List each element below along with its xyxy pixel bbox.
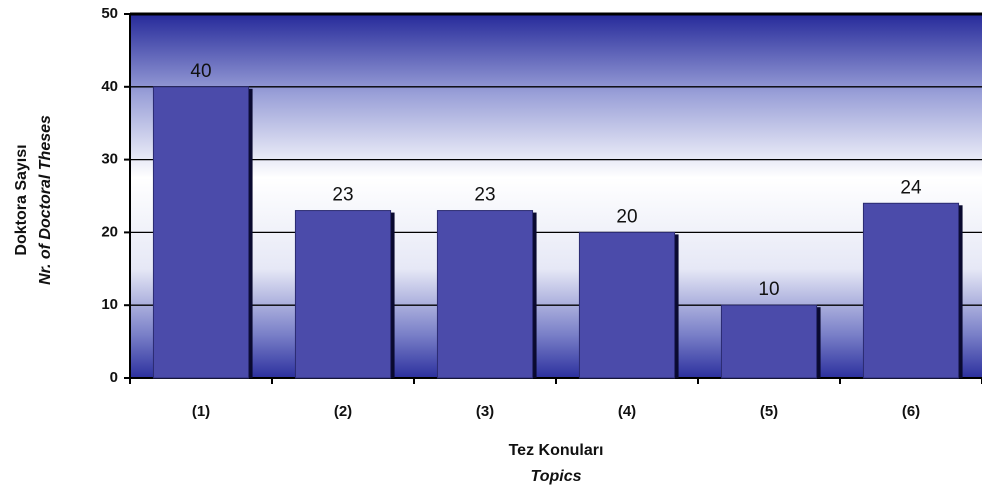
x-tick-label: (5): [760, 403, 778, 420]
value-label: 23: [474, 185, 495, 206]
x-axis-title: Tez Konuları: [509, 442, 604, 459]
value-label: 24: [900, 177, 922, 198]
x-axis-title-en: Topics: [531, 468, 582, 485]
y-tick-label: 10: [101, 296, 118, 313]
bar: [294, 210, 392, 379]
bar: [152, 86, 250, 379]
bar: [862, 202, 960, 379]
y-tick-label: 30: [101, 151, 118, 168]
x-tick-label: (1): [192, 403, 210, 420]
y-tick-label: 40: [101, 78, 118, 95]
y-axis-title-en: Nr. of Doctoral Theses: [37, 115, 54, 285]
value-label: 10: [758, 279, 779, 300]
bar: [578, 231, 676, 379]
value-label: 23: [332, 185, 353, 206]
y-tick-label: 0: [110, 369, 118, 386]
y-tick-label: 20: [101, 223, 118, 240]
x-tick-label: (3): [476, 403, 494, 420]
bar: [720, 304, 818, 379]
plot-background: [130, 14, 982, 378]
x-tick-label: (6): [902, 403, 920, 420]
value-label: 40: [190, 61, 211, 82]
x-tick-label: (2): [334, 403, 352, 420]
x-tick-label: (4): [618, 403, 636, 420]
bar: [436, 210, 534, 379]
value-label: 20: [616, 206, 637, 227]
y-axis-title: Doktora Sayısı: [13, 144, 30, 255]
y-tick-label: 50: [101, 5, 118, 22]
